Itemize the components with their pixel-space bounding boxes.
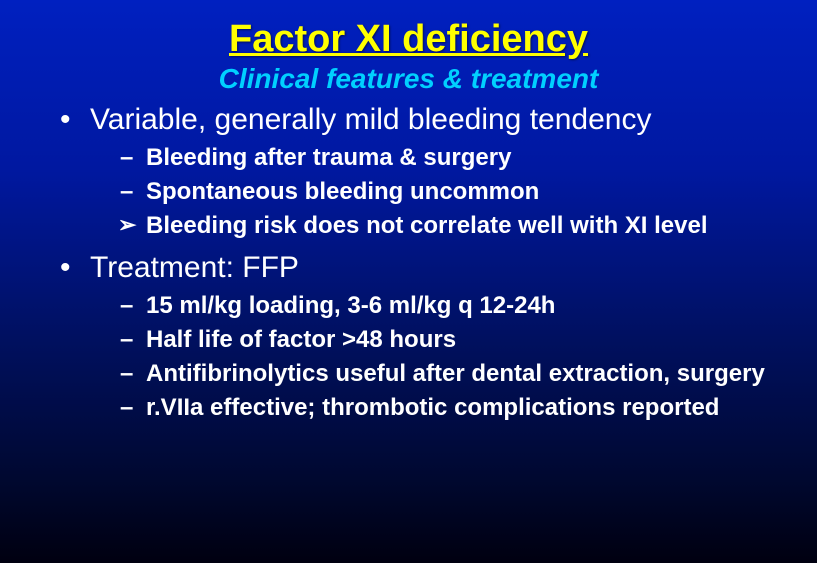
sub-bullet-item: Half life of factor >48 hours [120,325,777,355]
slide-subtitle: Clinical features & treatment [40,63,777,95]
sub-bullet-item: r.VIIa effective; thrombotic complicatio… [120,393,777,423]
sub-bullet-list: 15 ml/kg loading, 3-6 ml/kg q 12-24h Hal… [90,291,777,423]
sub-bullet-item: Spontaneous bleeding uncommon [120,177,777,207]
sub-bullet-item: 15 ml/kg loading, 3-6 ml/kg q 12-24h [120,291,777,321]
bullet-item: Treatment: FFP 15 ml/kg loading, 3-6 ml/… [60,251,777,423]
bullet-text: Variable, generally mild bleeding tenden… [90,103,651,136]
sub-bullet-item: Bleeding after trauma & surgery [120,143,777,173]
bullet-item: Variable, generally mild bleeding tenden… [60,103,777,241]
slide: Factor XI deficiency Clinical features &… [0,0,817,563]
sub-bullet-list: Bleeding after trauma & surgery Spontane… [90,143,777,241]
sub-bullet-item: Antifibrinolytics useful after dental ex… [120,359,777,389]
sub-bullet-item: Bleeding risk does not correlate well wi… [120,211,777,241]
bullet-text: Treatment: FFP [90,251,299,284]
slide-title: Factor XI deficiency [40,18,777,61]
bullet-list: Variable, generally mild bleeding tenden… [40,103,777,423]
